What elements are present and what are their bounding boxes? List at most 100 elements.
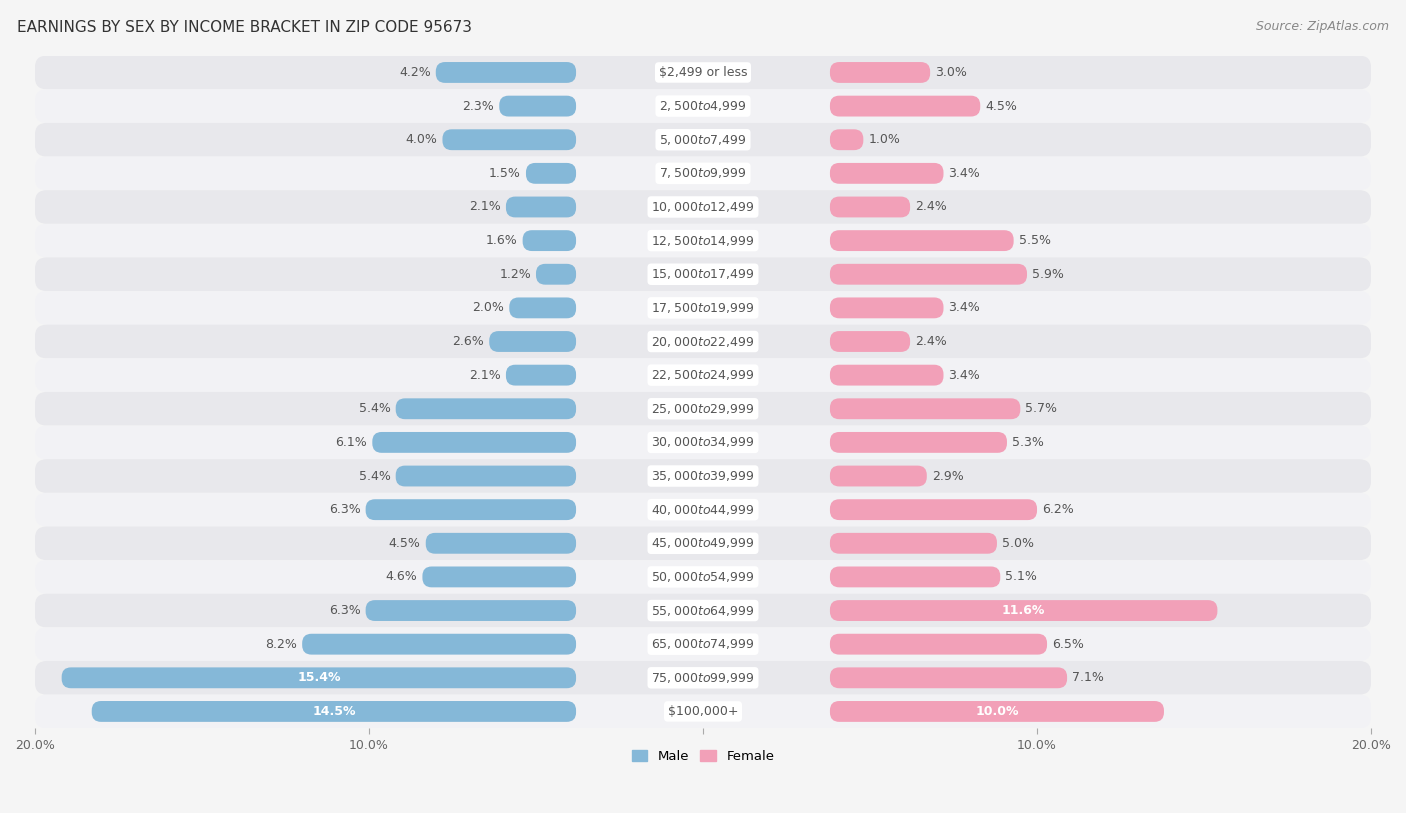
FancyBboxPatch shape [35,258,1371,291]
FancyBboxPatch shape [35,190,1371,224]
FancyBboxPatch shape [366,499,576,520]
FancyBboxPatch shape [830,264,1026,285]
FancyBboxPatch shape [35,593,1371,628]
Text: 14.5%: 14.5% [312,705,356,718]
FancyBboxPatch shape [373,432,576,453]
Text: 2.1%: 2.1% [470,201,501,214]
FancyBboxPatch shape [35,157,1371,190]
FancyBboxPatch shape [35,291,1371,324]
FancyBboxPatch shape [830,398,1021,420]
Text: 7.1%: 7.1% [1073,672,1104,685]
Text: 5.4%: 5.4% [359,470,391,483]
Text: 4.5%: 4.5% [986,100,1017,112]
FancyBboxPatch shape [830,533,997,554]
Text: $12,500 to $14,999: $12,500 to $14,999 [651,233,755,248]
FancyBboxPatch shape [35,123,1371,157]
FancyBboxPatch shape [35,661,1371,694]
Text: $35,000 to $39,999: $35,000 to $39,999 [651,469,755,483]
Text: 4.5%: 4.5% [389,537,420,550]
FancyBboxPatch shape [830,600,1218,621]
Text: 2.6%: 2.6% [453,335,484,348]
Text: 2.4%: 2.4% [915,201,946,214]
Text: EARNINGS BY SEX BY INCOME BRACKET IN ZIP CODE 95673: EARNINGS BY SEX BY INCOME BRACKET IN ZIP… [17,20,472,35]
Text: 1.5%: 1.5% [489,167,522,180]
Legend: Male, Female: Male, Female [626,746,780,769]
FancyBboxPatch shape [830,197,910,217]
Text: $22,500 to $24,999: $22,500 to $24,999 [651,368,755,382]
FancyBboxPatch shape [830,567,1000,587]
Text: $50,000 to $54,999: $50,000 to $54,999 [651,570,755,584]
FancyBboxPatch shape [35,224,1371,258]
Text: 4.0%: 4.0% [405,133,437,146]
Text: $7,500 to $9,999: $7,500 to $9,999 [659,167,747,180]
Text: 1.6%: 1.6% [486,234,517,247]
FancyBboxPatch shape [426,533,576,554]
Text: $2,499 or less: $2,499 or less [659,66,747,79]
Text: 6.3%: 6.3% [329,604,360,617]
FancyBboxPatch shape [830,96,980,116]
Text: $100,000+: $100,000+ [668,705,738,718]
FancyBboxPatch shape [830,129,863,150]
FancyBboxPatch shape [536,264,576,285]
Text: 2.9%: 2.9% [932,470,963,483]
FancyBboxPatch shape [35,392,1371,425]
FancyBboxPatch shape [366,600,576,621]
FancyBboxPatch shape [830,701,1164,722]
Text: 5.9%: 5.9% [1032,267,1064,280]
Text: $30,000 to $34,999: $30,000 to $34,999 [651,436,755,450]
Text: 2.3%: 2.3% [463,100,495,112]
Text: 3.4%: 3.4% [949,368,980,381]
Text: $15,000 to $17,499: $15,000 to $17,499 [651,267,755,281]
Text: 4.6%: 4.6% [385,571,418,584]
FancyBboxPatch shape [830,230,1014,251]
FancyBboxPatch shape [830,634,1047,654]
Text: 2.4%: 2.4% [915,335,946,348]
Text: 11.6%: 11.6% [1002,604,1045,617]
Text: $17,500 to $19,999: $17,500 to $19,999 [651,301,755,315]
Text: 5.4%: 5.4% [359,402,391,415]
Text: 15.4%: 15.4% [297,672,340,685]
FancyBboxPatch shape [35,493,1371,527]
FancyBboxPatch shape [830,432,1007,453]
FancyBboxPatch shape [830,298,943,319]
FancyBboxPatch shape [35,425,1371,459]
FancyBboxPatch shape [523,230,576,251]
FancyBboxPatch shape [62,667,576,689]
FancyBboxPatch shape [35,459,1371,493]
Text: $45,000 to $49,999: $45,000 to $49,999 [651,537,755,550]
FancyBboxPatch shape [489,331,576,352]
Text: 5.3%: 5.3% [1012,436,1043,449]
Text: $5,000 to $7,499: $5,000 to $7,499 [659,133,747,146]
Text: 3.4%: 3.4% [949,167,980,180]
Text: 3.0%: 3.0% [935,66,967,79]
FancyBboxPatch shape [506,365,576,385]
Text: 3.4%: 3.4% [949,302,980,315]
FancyBboxPatch shape [35,89,1371,123]
FancyBboxPatch shape [35,527,1371,560]
Text: 6.2%: 6.2% [1042,503,1074,516]
Text: 5.7%: 5.7% [1025,402,1057,415]
FancyBboxPatch shape [830,62,931,83]
FancyBboxPatch shape [443,129,576,150]
FancyBboxPatch shape [302,634,576,654]
Text: 5.5%: 5.5% [1019,234,1050,247]
FancyBboxPatch shape [526,163,576,184]
Text: $55,000 to $64,999: $55,000 to $64,999 [651,603,755,618]
Text: $65,000 to $74,999: $65,000 to $74,999 [651,637,755,651]
Text: $20,000 to $22,499: $20,000 to $22,499 [651,334,755,349]
FancyBboxPatch shape [35,55,1371,89]
FancyBboxPatch shape [830,163,943,184]
FancyBboxPatch shape [35,560,1371,593]
FancyBboxPatch shape [506,197,576,217]
Text: 2.1%: 2.1% [470,368,501,381]
Text: 6.3%: 6.3% [329,503,360,516]
Text: $2,500 to $4,999: $2,500 to $4,999 [659,99,747,113]
FancyBboxPatch shape [830,667,1067,689]
Text: 1.2%: 1.2% [499,267,531,280]
FancyBboxPatch shape [830,331,910,352]
Text: $10,000 to $12,499: $10,000 to $12,499 [651,200,755,214]
FancyBboxPatch shape [830,466,927,486]
FancyBboxPatch shape [35,324,1371,359]
FancyBboxPatch shape [830,365,943,385]
Text: 4.2%: 4.2% [399,66,430,79]
